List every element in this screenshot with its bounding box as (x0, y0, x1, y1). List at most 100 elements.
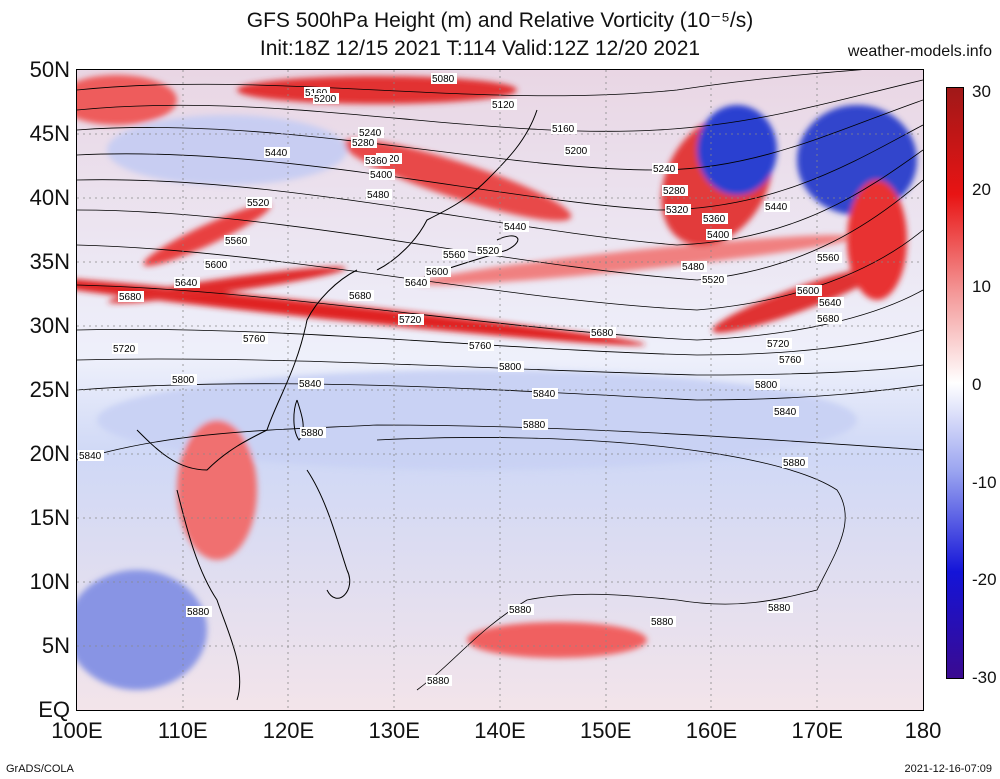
latitude-label: 45N (29, 121, 70, 146)
latitude-label: 35N (29, 249, 70, 274)
contour-label: 5280 (352, 138, 375, 149)
contour-label: 5640 (175, 278, 198, 289)
footer-timestamp: 2021-12-16-07:09 (904, 763, 992, 775)
contour-label: 5880 (523, 420, 546, 431)
colorbar-tick-label: 30 (972, 82, 991, 101)
contour-label-bg (404, 277, 430, 288)
latitude-label: 50N (29, 57, 70, 82)
contour-label-bg (78, 450, 104, 461)
contour-label: 5600 (426, 267, 449, 278)
contour-label: 5560 (225, 236, 248, 247)
latitude-label: 30N (29, 313, 70, 338)
contour-label: 5400 (370, 170, 393, 181)
contour-label: 5320 (666, 205, 689, 216)
chart-subtitle: Init:18Z 12/15 2021 T:114 Valid:12Z 12/2… (259, 37, 701, 60)
contour-label: 5520 (477, 246, 500, 257)
contour-label: 5200 (565, 146, 588, 157)
contour-label-bg (503, 221, 529, 232)
contour-label: 5840 (299, 379, 322, 390)
chart-title: GFS 500hPa Height (m) and Relative Vorti… (246, 9, 754, 32)
height-contours (77, 70, 923, 691)
contour-label-bg (425, 266, 451, 277)
colorbar-tick-label: 20 (972, 179, 991, 199)
colorbar-gradient (947, 88, 963, 678)
contour-label-bg (796, 285, 822, 296)
longitude-label: 130E (368, 718, 420, 743)
contour-label-bg (186, 606, 212, 617)
contour-label-bg (174, 277, 200, 288)
contour-label-bg (532, 388, 558, 399)
contour-label: 5880 (427, 676, 450, 687)
longitude-label: 120E (262, 718, 315, 743)
contour-label-bg (351, 137, 377, 148)
colorbar-tick-label: -20 (972, 570, 997, 590)
contour-label-bg (242, 333, 268, 344)
contour-label-bg (764, 201, 790, 212)
contour-label: 5720 (399, 315, 422, 326)
contour-label-bg (816, 252, 842, 263)
contour-label-bg (778, 354, 804, 365)
contour-label-bg (816, 313, 842, 324)
latitude-label: 20N (29, 441, 70, 466)
latitude-label: EQ (38, 697, 70, 722)
colorbar-tick-label: -30 (972, 668, 997, 687)
contour-label: 5360 (365, 156, 388, 167)
contour-label: 5520 (247, 198, 270, 209)
colorbar-tick-label: 10 (972, 277, 991, 297)
contour-label: 5800 (755, 380, 778, 391)
contour-label: 5600 (205, 260, 228, 271)
longitude-label: 100E (51, 718, 103, 743)
contour-label-bg (590, 327, 616, 338)
contour-label-bg (767, 602, 793, 613)
latitude-label: 25N (29, 377, 70, 402)
contour-label: 5680 (817, 314, 840, 325)
contour-label: 5160 (552, 124, 575, 135)
contour-label: 5720 (113, 344, 136, 355)
contour-label-bg (171, 374, 197, 385)
contour-label: 5640 (405, 278, 428, 289)
contour-label: 5880 (783, 458, 806, 469)
contour-label: 5400 (707, 230, 730, 241)
contour-label-bg (665, 204, 691, 215)
contour-label: 5680 (119, 292, 142, 303)
contour-label-bg (498, 361, 524, 372)
contour-label-bg (246, 197, 272, 208)
longitude-label: 150E (580, 718, 632, 743)
coastlines (136, 109, 538, 701)
contour-label-bg (551, 123, 577, 134)
contour-label-bg (754, 379, 780, 390)
contour-label-bg (348, 290, 374, 301)
latitude-label: 40N (29, 185, 70, 210)
latitude-label: 10N (29, 569, 70, 594)
contour-label: 5440 (504, 222, 527, 233)
contour-label: 5280 (663, 186, 686, 197)
contour-label-bg (224, 235, 250, 246)
gridlines (77, 70, 923, 710)
contour-label-bg (773, 406, 799, 417)
contour-label-bg (431, 73, 457, 84)
site-name: weather-models.info (847, 43, 992, 60)
contour-label: 5760 (469, 341, 492, 352)
contour-label-bg (468, 340, 494, 351)
contour-label-bg (491, 99, 517, 110)
contour-label: 5880 (768, 603, 791, 614)
contour-label: 5560 (817, 253, 840, 264)
contour-label-bg (702, 213, 728, 224)
contour-label-bg (112, 343, 138, 354)
contour-label-bg (476, 245, 502, 256)
contour-label: 5480 (682, 262, 705, 273)
contour-label: 5680 (349, 291, 372, 302)
contour-label: 5880 (509, 605, 532, 616)
contour-label-bg (264, 147, 290, 158)
contour-label: 5760 (779, 355, 802, 366)
contour-label-bg (426, 675, 452, 686)
contour-label-bg (398, 314, 424, 325)
contour-label: 5560 (443, 250, 466, 261)
contour-label-bg (701, 274, 727, 285)
contour-label-bg (522, 419, 548, 430)
contour-label-bg (300, 427, 326, 438)
contour-label-bg (652, 163, 678, 174)
contour-label: 5640 (819, 298, 842, 309)
contour-label-bg (662, 185, 688, 196)
colorbar-tick-label: -10 (972, 472, 997, 492)
